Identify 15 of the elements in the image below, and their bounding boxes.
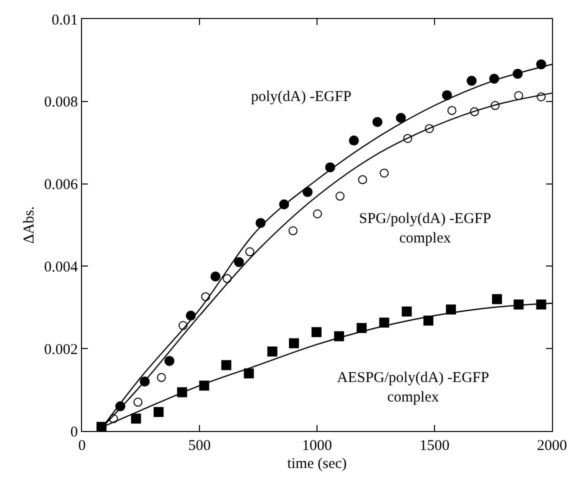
y-axis-title: ΔAbs. — [21, 206, 38, 244]
x-tick-label: 1500 — [420, 438, 450, 454]
y-tick-label: 0.01 — [52, 12, 78, 28]
y-tick-label: 0.004 — [44, 259, 78, 276]
annotation: AESPG/poly(dA) -EGFP complex — [337, 370, 490, 406]
annotation: poly(dA) -EGFP — [251, 89, 352, 105]
annotation: SPG/poly(dA) -EGFP complex — [359, 211, 492, 246]
x-tick-label: 2000 — [537, 438, 567, 454]
x-tick-label: 1000 — [302, 438, 332, 454]
y-tick-label: 0 — [70, 424, 78, 440]
x-tick-label: 500 — [188, 438, 211, 454]
x-axis-title: time (sec) — [287, 456, 347, 472]
y-tick-label: 0.006 — [44, 177, 78, 194]
y-tick-label: 0.008 — [44, 94, 78, 111]
y-tick-label: 0.002 — [44, 342, 78, 358]
